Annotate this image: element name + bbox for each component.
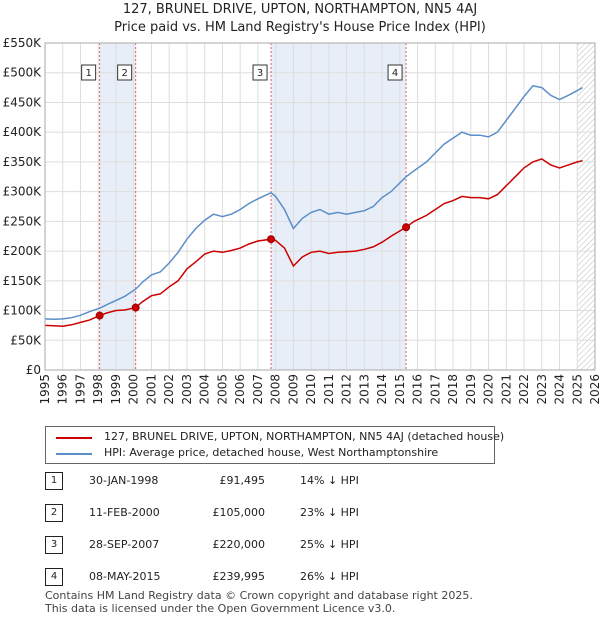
y-tick-label: £100K [3,304,43,318]
x-tick-label: 2010 [304,374,318,405]
sale-badge: 3 [45,536,63,554]
sale-label-number: 4 [392,68,398,79]
sale-price: £220,000 [212,538,266,551]
x-tick-label: 2018 [446,374,460,405]
y-tick-label: £350K [3,155,43,169]
y-tick-label: £0 [26,363,41,377]
sale-label-box [387,64,403,81]
ownership-shade [271,43,407,370]
legend-label-property: 127, BRUNEL DRIVE, UPTON, NORTHAMPTON, N… [104,430,505,443]
sale-badge: 4 [45,568,63,586]
x-tick-label: 1999 [109,374,123,405]
x-tick-label: 2016 [411,374,425,405]
footer-licence: This data is licensed under the Open Gov… [45,602,396,615]
sale-point [402,223,411,232]
legend-swatch-hpi [56,453,92,455]
price-chart: 1 2 3 4 £0 £50K £100K £150K £200K £250K £300K £350K… [3,36,600,405]
table-row: 3 28-SEP-2007 £220,000 25% ↓ HPI [45,536,445,556]
sale-point [131,303,140,312]
sale-label-number: 3 [257,68,263,79]
x-tick-label: 2013 [357,374,371,405]
x-tick-label: 2006 [233,374,247,405]
sale-price: £105,000 [212,506,266,519]
x-tick-label: 2017 [428,374,442,405]
sale-date: 11-FEB-2000 [89,506,160,519]
ownership-shade [99,43,136,370]
y-tick-label: £450K [3,95,43,109]
x-tick-label: 2015 [393,374,407,405]
x-tick-label: 1996 [56,374,70,405]
y-tick-label: £250K [3,214,43,228]
sale-price: £91,495 [219,474,266,487]
sale-point [95,311,104,320]
y-tick-label: £300K [3,185,43,199]
x-tick-label: 2005 [215,374,229,405]
x-tick-label: 2021 [499,374,513,405]
x-tick-label: 2020 [482,374,496,405]
sale-label-box [252,64,268,81]
x-tick-label: 2004 [198,374,212,405]
sale-label-box [81,64,97,81]
chart-title: 127, BRUNEL DRIVE, UPTON, NORTHAMPTON, N… [122,2,478,17]
sale-hpi-diff: 26% ↓ HPI [300,570,359,583]
x-tick-label: 2009 [286,374,300,405]
legend-swatch-property [56,437,92,439]
sale-date: 08-MAY-2015 [89,570,161,583]
sale-label-box [117,64,133,81]
sale-hpi-diff: 14% ↓ HPI [300,474,359,487]
sale-badge: 1 [45,472,63,490]
sale-hpi-diff: 25% ↓ HPI [300,538,359,551]
x-tick-label: 2014 [375,374,389,405]
sale-date: 30-JAN-1998 [89,474,159,487]
series-line-hpi [44,84,583,320]
y-tick-label: £50K [10,333,42,347]
plot-border [44,42,596,371]
x-tick-label: 2001 [144,374,158,405]
x-tick-label: 2002 [162,374,176,405]
y-tick-label: £150K [3,274,43,288]
x-tick-label: 2012 [340,374,354,405]
footer: Contains HM Land Registry data © Crown c… [45,589,473,615]
x-tick-label: 2023 [535,374,549,405]
table-row: 1 30-JAN-1998 £91,495 14% ↓ HPI [45,472,445,492]
sale-point [267,235,276,244]
x-tick-label: 2024 [553,374,567,405]
table-row: 4 08-MAY-2015 £239,995 26% ↓ HPI [45,568,445,588]
x-tick-label: 2019 [464,374,478,405]
chart-subtitle: Price paid vs. HM Land Registry's House … [114,20,486,35]
y-tick-label: £500K [3,66,43,80]
y-tick-label: £400K [3,125,43,139]
y-tick-label: £550K [3,36,43,50]
x-tick-label: 2022 [517,374,531,405]
x-tick-label: 2011 [322,374,336,405]
sale-label-number: 2 [121,68,127,79]
x-tick-label: 2003 [180,374,194,405]
legend: 127, BRUNEL DRIVE, UPTON, NORTHAMPTON, N… [45,426,504,464]
legend-label-hpi: HPI: Average price, detached house, West… [104,446,439,459]
x-tick-label: 2000 [127,374,141,405]
sale-hpi-diff: 23% ↓ HPI [300,506,359,519]
sale-label-number: 1 [85,68,91,79]
x-tick-label: 1998 [91,374,105,405]
forecast-hatch [577,43,595,370]
y-tick-label: £200K [3,244,43,258]
table-row: 2 11-FEB-2000 £105,000 23% ↓ HPI [45,504,445,524]
x-tick-label: 2008 [269,374,283,405]
x-tick-label: 2026 [588,374,600,405]
x-tick-label: 1997 [73,374,87,405]
x-tick-label: 2007 [251,374,265,405]
footer-copyright: Contains HM Land Registry data © Crown c… [45,589,473,602]
sale-price: £239,995 [212,570,266,583]
x-tick-label: 1995 [38,374,52,405]
x-tick-label: 2025 [570,374,584,405]
sale-date: 28-SEP-2007 [89,538,160,551]
sale-badge: 2 [45,504,63,522]
